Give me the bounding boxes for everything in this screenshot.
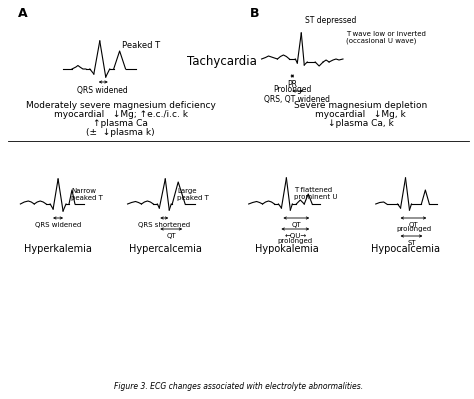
Text: myocardial   ↓Mg; ↑e.c./i.c. k: myocardial ↓Mg; ↑e.c./i.c. k — [54, 110, 188, 119]
Text: QRS, QT widened: QRS, QT widened — [264, 95, 330, 104]
Text: QRS widened: QRS widened — [35, 222, 81, 228]
Text: B: B — [250, 7, 259, 20]
Text: PR: PR — [287, 80, 297, 89]
Text: prolonged: prolonged — [396, 226, 431, 232]
Text: Peaked T: Peaked T — [122, 41, 160, 50]
Text: ↑plasma Ca: ↑plasma Ca — [93, 119, 148, 128]
Text: Narrow
peaked T: Narrow peaked T — [71, 188, 103, 201]
Text: QT: QT — [409, 222, 418, 228]
Text: QRS widened: QRS widened — [77, 86, 128, 95]
Text: myocardial   ↓Mg, k: myocardial ↓Mg, k — [316, 110, 406, 119]
Text: ST: ST — [407, 240, 416, 246]
Text: ←QU→: ←QU→ — [284, 233, 307, 239]
Text: Tachycardia: Tachycardia — [187, 55, 257, 69]
Text: ↓plasma Ca, k: ↓plasma Ca, k — [328, 119, 394, 128]
Text: Large
peaked T: Large peaked T — [177, 188, 209, 201]
Text: Hypocalcemia: Hypocalcemia — [371, 244, 440, 254]
Text: ST depressed: ST depressed — [305, 16, 356, 25]
Text: Hypokalemia: Hypokalemia — [255, 244, 318, 254]
Text: prolonged: prolonged — [278, 238, 313, 244]
Text: T wave low or inverted
(occasional U wave): T wave low or inverted (occasional U wav… — [346, 31, 426, 45]
Text: (±  ↓plasma k): (± ↓plasma k) — [86, 128, 155, 137]
Text: Hyperkalemia: Hyperkalemia — [24, 244, 92, 254]
Text: Figure 3. ECG changes associated with electrolyte abnormalities.: Figure 3. ECG changes associated with el… — [114, 382, 363, 391]
Text: QT: QT — [166, 233, 176, 239]
Text: Prolonged: Prolonged — [273, 85, 311, 94]
Text: QRS shortened: QRS shortened — [138, 222, 191, 228]
Text: Moderately severe magnesium deficiency: Moderately severe magnesium deficiency — [26, 101, 216, 110]
Text: Hypercalcemia: Hypercalcemia — [129, 244, 202, 254]
Text: A: A — [18, 7, 28, 20]
Text: Severe magnesium depletion: Severe magnesium depletion — [294, 101, 428, 110]
Text: QT: QT — [292, 222, 301, 228]
Text: T flattened
prominent U: T flattened prominent U — [294, 187, 338, 200]
